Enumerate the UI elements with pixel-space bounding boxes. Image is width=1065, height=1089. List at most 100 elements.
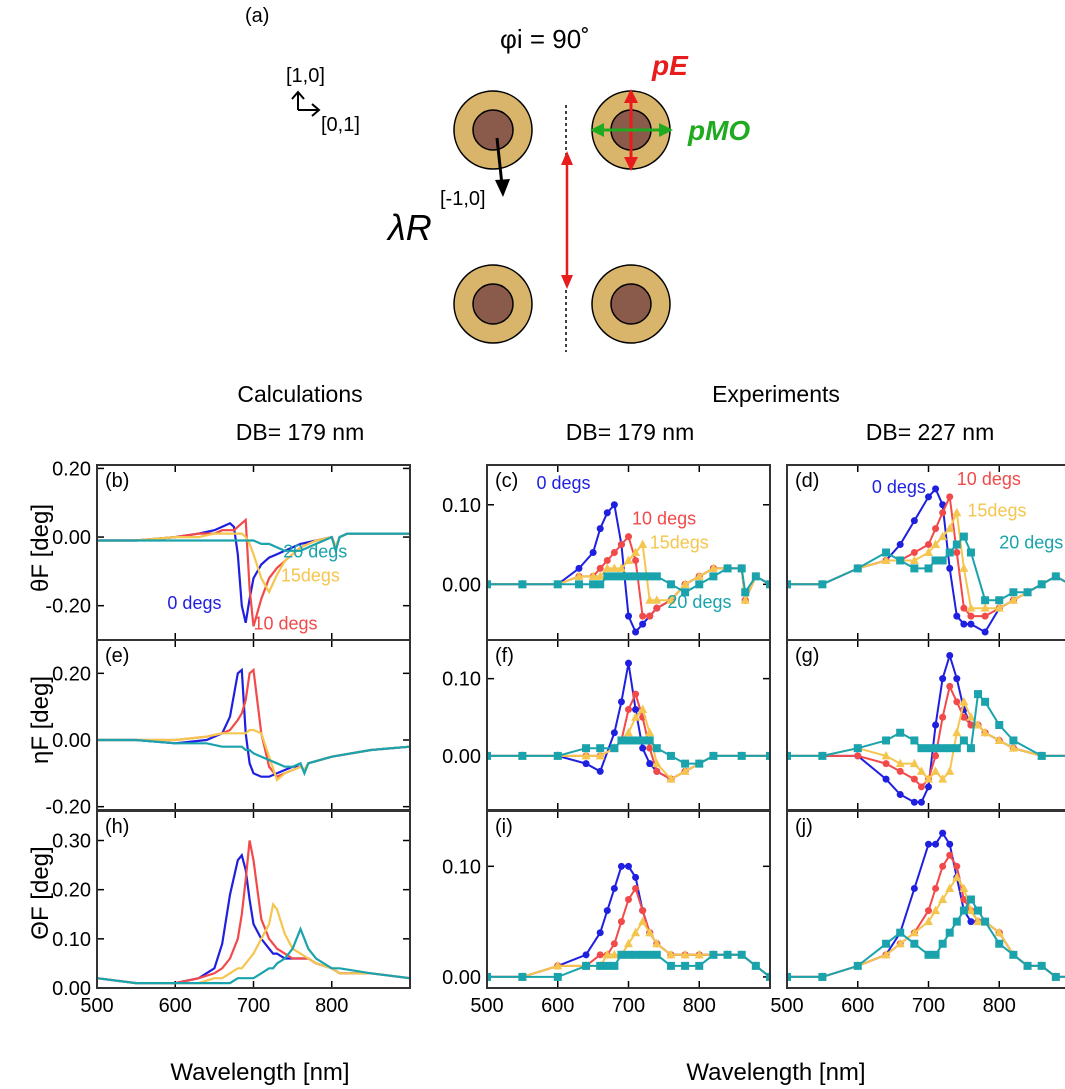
data-point xyxy=(625,896,632,903)
series-annotation: 10 degs xyxy=(254,614,318,634)
data-point xyxy=(617,572,626,581)
data-point xyxy=(945,523,955,533)
data-point xyxy=(959,696,969,706)
x-tick-label: 800 xyxy=(983,995,1016,1017)
particle-core-bottom-left xyxy=(472,283,514,325)
data-point xyxy=(818,972,827,981)
data-point xyxy=(645,727,655,737)
data-point xyxy=(787,972,791,981)
data-point xyxy=(652,758,662,768)
lambda-arrow xyxy=(495,137,504,186)
data-point xyxy=(639,907,647,915)
plot-area xyxy=(787,829,1065,981)
data-point xyxy=(553,972,562,981)
data-point xyxy=(952,507,962,517)
data-point xyxy=(939,509,947,517)
data-point xyxy=(932,840,940,848)
series-line-2 xyxy=(787,698,1065,781)
data-point xyxy=(931,539,941,549)
data-point xyxy=(995,721,1004,729)
data-point xyxy=(596,961,605,970)
data-point xyxy=(938,774,948,783)
coupling-arrowhead-up xyxy=(561,151,573,165)
particle-core-top-left xyxy=(472,109,514,151)
data-point xyxy=(966,895,975,904)
data-point xyxy=(917,744,926,753)
data-point xyxy=(666,949,676,959)
data-point xyxy=(787,580,791,589)
plot-area xyxy=(487,862,770,981)
x-tick-label: 700 xyxy=(237,995,270,1017)
data-point xyxy=(981,917,990,926)
data-point xyxy=(680,766,690,775)
data-point xyxy=(932,485,940,493)
data-point xyxy=(631,736,640,745)
data-point xyxy=(967,721,975,729)
data-point xyxy=(946,851,954,859)
data-point xyxy=(625,706,632,714)
data-point xyxy=(737,751,746,760)
ylabel-row3: ΘF [deg] xyxy=(27,846,54,939)
data-point xyxy=(652,744,661,753)
series-annotation: 0 degs xyxy=(872,477,926,497)
series-line-1 xyxy=(787,683,1065,789)
series-line-2 xyxy=(787,509,1065,610)
data-point xyxy=(1008,743,1018,752)
pMO-arrowhead-left xyxy=(590,123,604,137)
data-point xyxy=(946,840,954,848)
panel-d: (d) 0 degs 10 degs 15degs 20 degs xyxy=(786,464,1065,641)
data-point xyxy=(924,916,933,926)
series-annotation: 10 degs xyxy=(632,509,696,529)
y-tick-label: 0.10 xyxy=(442,495,481,517)
data-point xyxy=(631,712,641,721)
panel-label: (f) xyxy=(495,645,514,667)
data-point xyxy=(1037,961,1046,970)
data-point xyxy=(931,744,940,753)
series-line-0 xyxy=(97,522,410,624)
panel-j: 500 600 700 800 (j) xyxy=(770,810,1065,1017)
data-point xyxy=(624,727,633,737)
data-point xyxy=(959,563,969,572)
data-point xyxy=(895,758,905,768)
lambda-label: λR xyxy=(386,207,432,248)
data-point xyxy=(617,698,625,706)
panel-frame xyxy=(96,639,411,811)
x-tick-label: 600 xyxy=(159,995,192,1017)
data-point xyxy=(967,620,975,628)
data-point xyxy=(631,547,641,556)
data-point xyxy=(518,580,527,589)
data-point xyxy=(737,564,746,573)
data-point xyxy=(518,972,527,981)
data-point xyxy=(910,775,918,783)
axis-up-label: [1,0] xyxy=(286,65,325,87)
data-point xyxy=(1037,751,1046,760)
data-point xyxy=(602,563,612,572)
data-point xyxy=(1009,588,1018,597)
data-point xyxy=(931,950,940,959)
series-annotation: 20 degs xyxy=(283,542,347,562)
data-point xyxy=(709,950,718,959)
data-point xyxy=(910,884,918,892)
data-point xyxy=(617,950,626,959)
pE-label: pE xyxy=(651,50,689,81)
y-tick-label: 0.00 xyxy=(52,978,91,1000)
panel-label: (j) xyxy=(795,816,813,838)
data-point xyxy=(646,760,654,768)
data-point xyxy=(694,949,704,959)
data-point xyxy=(632,884,640,892)
data-point xyxy=(924,564,933,573)
data-point xyxy=(596,744,605,753)
data-point xyxy=(909,555,919,564)
data-point xyxy=(787,751,791,760)
panel-b: 0.20 0.00 -0.20 (b) 20 degs 15degs 0 degs 10 de… xyxy=(45,458,411,641)
data-point xyxy=(625,659,632,667)
data-point xyxy=(596,525,604,533)
data-point xyxy=(881,555,891,564)
exp-subtitle-179: DB= 179 nm xyxy=(566,419,695,445)
data-point xyxy=(939,675,947,683)
data-point xyxy=(723,564,732,573)
schematic-panel-label: (a) xyxy=(245,5,269,27)
data-point xyxy=(610,572,619,581)
data-point xyxy=(953,675,961,683)
data-point xyxy=(981,596,990,605)
